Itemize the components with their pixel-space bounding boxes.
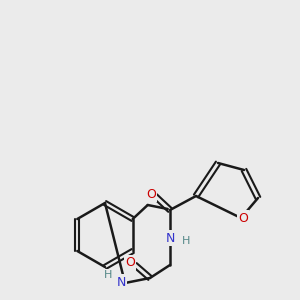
Text: O: O [146, 188, 156, 200]
Text: O: O [125, 256, 135, 269]
Text: H: H [104, 270, 112, 280]
Text: N: N [116, 275, 126, 289]
Text: N: N [165, 232, 175, 244]
Text: O: O [238, 212, 248, 224]
Text: H: H [182, 236, 190, 246]
